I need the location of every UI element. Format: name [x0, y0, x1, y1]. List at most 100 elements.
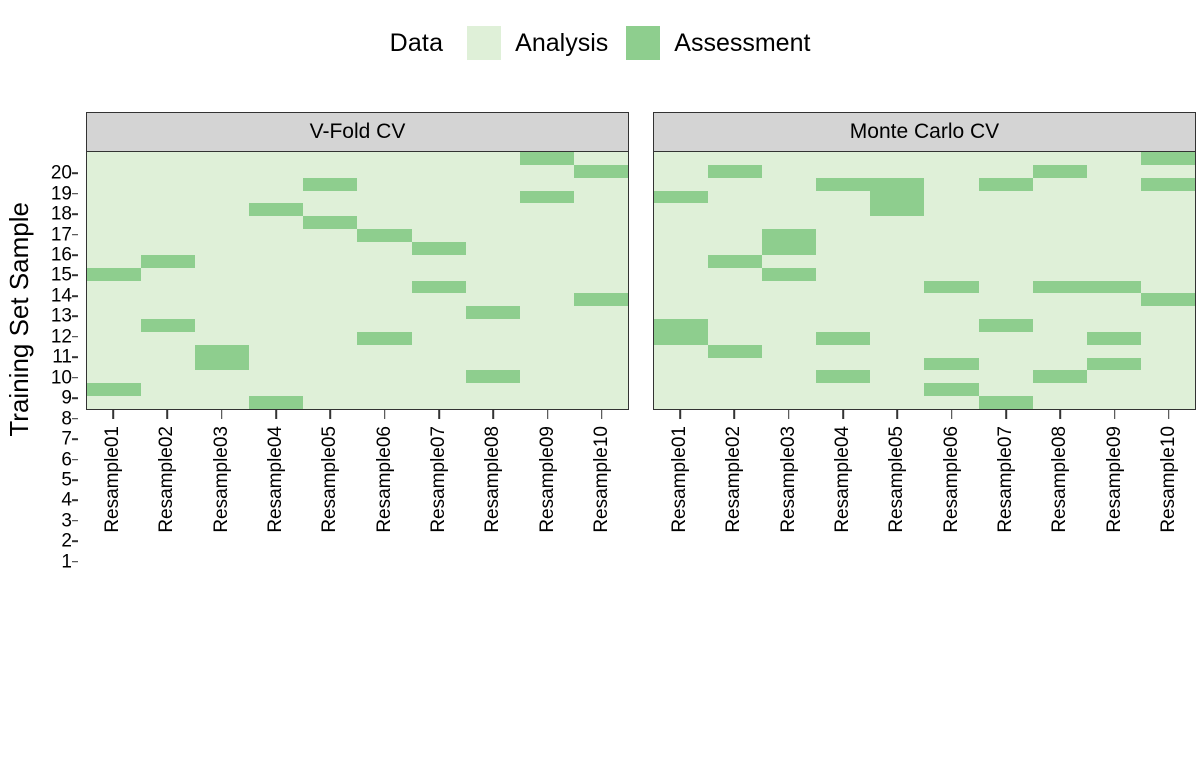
heatmap-cell: [978, 319, 1033, 332]
heatmap-cell: [573, 152, 628, 165]
heatmap-cell: [141, 357, 196, 371]
heatmap-cell: [87, 357, 142, 371]
heatmap-cell: [762, 190, 817, 204]
heatmap-cell: [816, 306, 871, 320]
heatmap-cell: [249, 254, 304, 268]
heatmap-cell: [654, 164, 709, 178]
x-tick-label: Resample05: [886, 426, 908, 533]
heatmap-cell: [303, 357, 358, 371]
x-axis: [86, 410, 629, 422]
heatmap-cell: [465, 331, 520, 345]
heatmap-cell: [816, 190, 871, 204]
heatmap-cell: [1032, 293, 1087, 307]
heatmap-cell: [195, 152, 250, 165]
heatmap-cell: [87, 254, 142, 268]
heatmap-cell: [411, 254, 466, 268]
heatmap-cell: [816, 319, 871, 332]
heatmap-cell: [816, 254, 871, 268]
heatmap-cell: [978, 267, 1033, 281]
y-tick-mark: [72, 417, 78, 420]
heatmap-cell: [573, 396, 628, 409]
heatmap-cell: [465, 164, 520, 178]
heatmap-cell: [816, 164, 871, 178]
heatmap-cell: [465, 383, 520, 397]
heatmap-cell: [357, 383, 412, 397]
heatmap-cell: [1140, 177, 1195, 191]
heatmap-cell: [303, 293, 358, 307]
x-tick-label: Resample03: [777, 426, 799, 533]
heatmap-cell: [573, 306, 628, 320]
x-tick-label: Resample06: [373, 426, 395, 533]
heatmap-cell: [303, 344, 358, 358]
heatmap-cell: [195, 396, 250, 409]
y-tick-label: 15: [50, 264, 72, 286]
heatmap-cell: [978, 152, 1033, 165]
legend-label-analysis: Analysis: [515, 28, 609, 57]
heatmap-cell: [411, 152, 466, 165]
heatmap-cell: [141, 177, 196, 191]
heatmap-cell: [1032, 280, 1087, 294]
heatmap-cell: [924, 241, 979, 255]
heatmap-cell: [816, 216, 871, 230]
heatmap-cell: [654, 293, 709, 307]
heatmap-cell: [654, 254, 709, 268]
x-tick-mark: [896, 410, 899, 419]
x-tick-label: Resample03: [210, 426, 232, 533]
heatmap-cell: [195, 241, 250, 255]
heatmap-cell: [924, 357, 979, 371]
y-tick-label: 16: [50, 244, 72, 266]
heatmap-cell: [141, 216, 196, 230]
heatmap-cell: [654, 306, 709, 320]
heatmap-cell: [978, 396, 1033, 409]
heatmap-cell: [465, 177, 520, 191]
heatmap-cell: [924, 331, 979, 345]
heatmap-cell: [1086, 319, 1141, 332]
heatmap-cell: [141, 331, 196, 345]
heatmap-cell: [762, 267, 817, 281]
heatmap-cell: [816, 203, 871, 217]
x-axis-labels: Resample01 Resample02 Resample03 Resample04…: [86, 422, 629, 572]
x-tick-mark: [438, 410, 440, 419]
legend-title: Data: [389, 28, 444, 57]
heatmap-cell: [357, 203, 412, 217]
heatmap-cell: [654, 216, 709, 230]
x-tick-label: Resample06: [940, 426, 962, 533]
heatmap-cell: [357, 293, 412, 307]
heatmap-cell: [978, 164, 1033, 178]
heatmap-cell: [249, 306, 304, 320]
heatmap-cell: [465, 306, 520, 320]
heatmap-cell: [141, 229, 196, 242]
legend-label-assessment: Assessment: [674, 28, 811, 57]
heatmap-cell: [195, 203, 250, 217]
heatmap-cell: [1086, 190, 1141, 204]
heatmap-cell: [519, 396, 574, 409]
heatmap-cell: [357, 190, 412, 204]
x-tick-label: Resample09: [536, 426, 558, 533]
y-tick-label: 3: [61, 510, 72, 532]
heatmap-cell: [303, 280, 358, 294]
heatmap-cell: [816, 396, 871, 409]
heatmap-cell: [519, 383, 574, 397]
x-tick-label: Resample08: [482, 426, 504, 533]
heatmap-cell: [411, 306, 466, 320]
x-tick-mark: [1168, 410, 1170, 419]
heatmap-cell: [654, 396, 709, 409]
heatmap-cell: [411, 229, 466, 242]
heatmap-cell: [519, 229, 574, 242]
heatmap-cell: [924, 203, 979, 217]
heatmap-cell: [654, 152, 709, 165]
y-tick-label: 18: [50, 203, 72, 225]
heatmap-cell: [573, 203, 628, 217]
heatmap-cell: [870, 306, 925, 320]
heatmap-cell: [654, 267, 709, 281]
y-tick-label: 7: [61, 428, 72, 450]
heatmap-cell: [654, 203, 709, 217]
heatmap-cell: [708, 177, 763, 191]
heatmap-cell: [978, 383, 1033, 397]
x-tick-label: Resample07: [427, 426, 449, 533]
heatmap-cell: [303, 370, 358, 384]
heatmap-cell: [762, 203, 817, 217]
heatmap-cell: [195, 344, 250, 358]
legend-swatch-assessment: [626, 26, 661, 60]
heatmap-cell: [1032, 152, 1087, 165]
